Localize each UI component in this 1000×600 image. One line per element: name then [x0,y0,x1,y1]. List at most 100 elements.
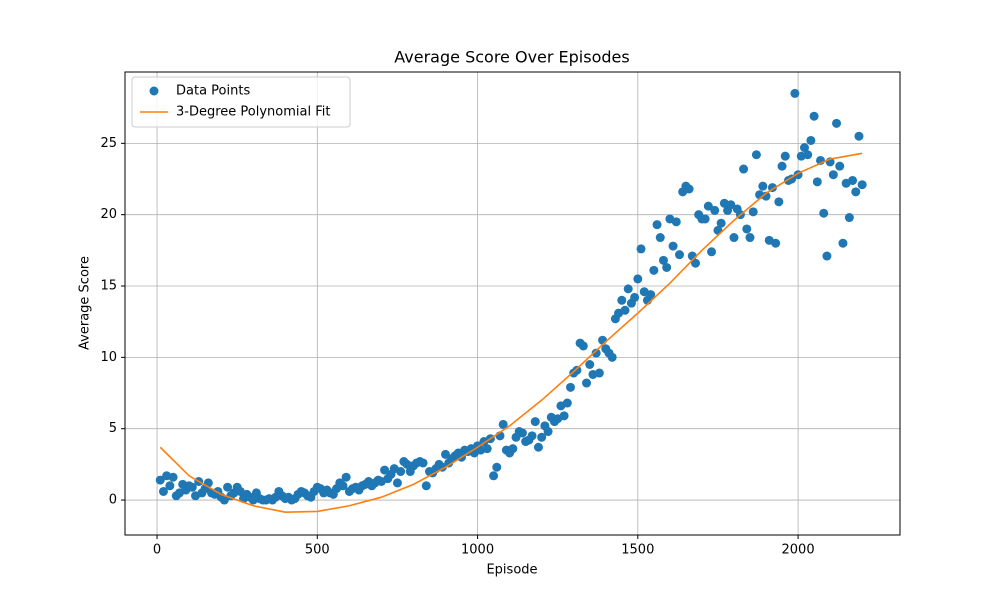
data-point [819,208,829,218]
data-point [620,305,630,315]
data-point [729,233,739,243]
x-tick-label: 500 [305,543,330,558]
data-point [835,161,845,171]
data-point [822,251,832,261]
data-point [591,348,601,358]
data-point [630,292,640,302]
data-point [761,191,771,201]
data-point [543,427,553,437]
data-point [338,481,348,491]
data-point [838,238,848,248]
data-point [508,444,518,454]
plot-area [155,88,867,513]
data-point [585,359,595,369]
data-point [155,475,165,485]
data-point [691,258,701,268]
data-point [854,131,864,141]
data-point [774,197,784,207]
data-point [168,472,178,482]
data-point [703,201,713,211]
x-tick-label: 1500 [621,543,654,558]
data-point [341,472,351,482]
data-point [758,181,768,191]
data-point [633,274,643,284]
data-point [671,217,681,227]
data-point [803,150,813,160]
legend: Data Points 3-Degree Polynomial Fit [131,76,351,128]
data-point [742,224,752,234]
data-point [559,411,569,421]
data-point [607,352,617,362]
data-point [726,200,736,210]
y-axis-label: Average Score [78,256,93,350]
data-point [848,175,858,185]
data-point [684,184,694,194]
data-point [809,111,819,121]
data-point [530,417,540,427]
data-point [652,220,662,230]
legend-label: Data Points [176,84,250,99]
data-point [517,428,527,438]
data-point [739,164,749,174]
data-point [572,365,582,375]
data-point [668,241,678,251]
data-point [662,262,672,272]
data-point [380,465,390,475]
data-point [674,250,684,260]
data-point [482,444,492,454]
data-point [655,233,665,243]
data-point [707,247,717,257]
data-point [623,284,633,294]
data-point [636,244,646,254]
axes-frame [124,71,901,536]
data-point [832,118,842,128]
data-point [828,170,838,180]
data-point [748,207,758,217]
data-point [527,431,537,441]
data-point [806,135,816,145]
data-point [844,213,854,223]
y-tick-label: 10 [100,350,117,365]
data-point [745,233,755,243]
data-point [492,462,502,472]
y-tick-label: 25 [100,136,117,151]
data-point [771,238,781,248]
data-point [223,482,233,492]
data-point [187,482,197,492]
data-point [716,218,726,228]
data-point [562,398,572,408]
data-point [649,265,659,275]
data-point [799,143,809,153]
fit-line [159,152,863,513]
data-point [165,481,175,491]
data-point [617,295,627,305]
data-point [418,458,428,468]
x-tick-label: 1000 [461,543,494,558]
data-point [566,382,576,392]
data-point [700,214,710,224]
data-point [498,419,508,429]
data-point [777,161,787,171]
legend-label: 3-Degree Polynomial Fit [176,105,330,120]
y-tick-label: 5 [109,421,117,436]
data-point [219,495,229,505]
data-point [392,478,402,488]
data-point [441,449,451,459]
data-point [598,335,608,345]
data-point [646,290,656,300]
y-tick-label: 15 [100,279,117,294]
data-point [578,341,588,351]
data-point [533,442,543,452]
legend-swatch [149,86,159,96]
data-point [158,486,168,496]
data-point [421,481,431,491]
data-point [582,378,592,388]
y-tick-label: 20 [100,207,117,222]
data-point [751,150,761,160]
legend-box [131,76,351,128]
data-point [537,432,547,442]
data-point [658,255,668,265]
x-axis-label: Episode [486,563,537,578]
chart-title: Average Score Over Episodes [394,48,629,67]
data-point [790,88,800,98]
